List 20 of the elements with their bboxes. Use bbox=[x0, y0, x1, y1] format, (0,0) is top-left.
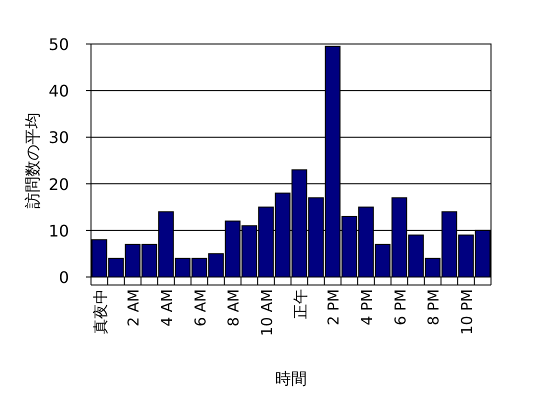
x-tick-label: 10 PM bbox=[458, 289, 476, 335]
x-tick-label: 2 PM bbox=[324, 289, 343, 326]
x-tick-label: 8 PM bbox=[424, 289, 443, 326]
x-tick-label: 4 PM bbox=[358, 289, 376, 326]
x-tick-label: 6 AM bbox=[191, 289, 210, 327]
x-tick-label: 真夜中 bbox=[91, 289, 110, 334]
x-tick-label: 4 AM bbox=[158, 289, 176, 327]
y-tick-label: 0 bbox=[58, 268, 69, 287]
y-tick-label: 10 bbox=[48, 221, 69, 240]
y-tick-label: 30 bbox=[48, 128, 69, 148]
x-tick-label: 8 AM bbox=[224, 289, 243, 327]
x-tick-label: 10 AM bbox=[258, 289, 276, 336]
x-tick-label: 2 AM bbox=[124, 289, 143, 327]
y-tick-label: 40 bbox=[48, 82, 69, 101]
x-tick-label: 6 PM bbox=[391, 289, 410, 326]
x-tick-label: 正午 bbox=[291, 289, 310, 319]
y-tick-label: 50 bbox=[48, 35, 69, 54]
y-axis-title: 訪問数の平均 bbox=[23, 112, 42, 208]
x-axis-title: 時間 bbox=[275, 369, 307, 388]
y-tick-label: 20 bbox=[48, 174, 69, 194]
